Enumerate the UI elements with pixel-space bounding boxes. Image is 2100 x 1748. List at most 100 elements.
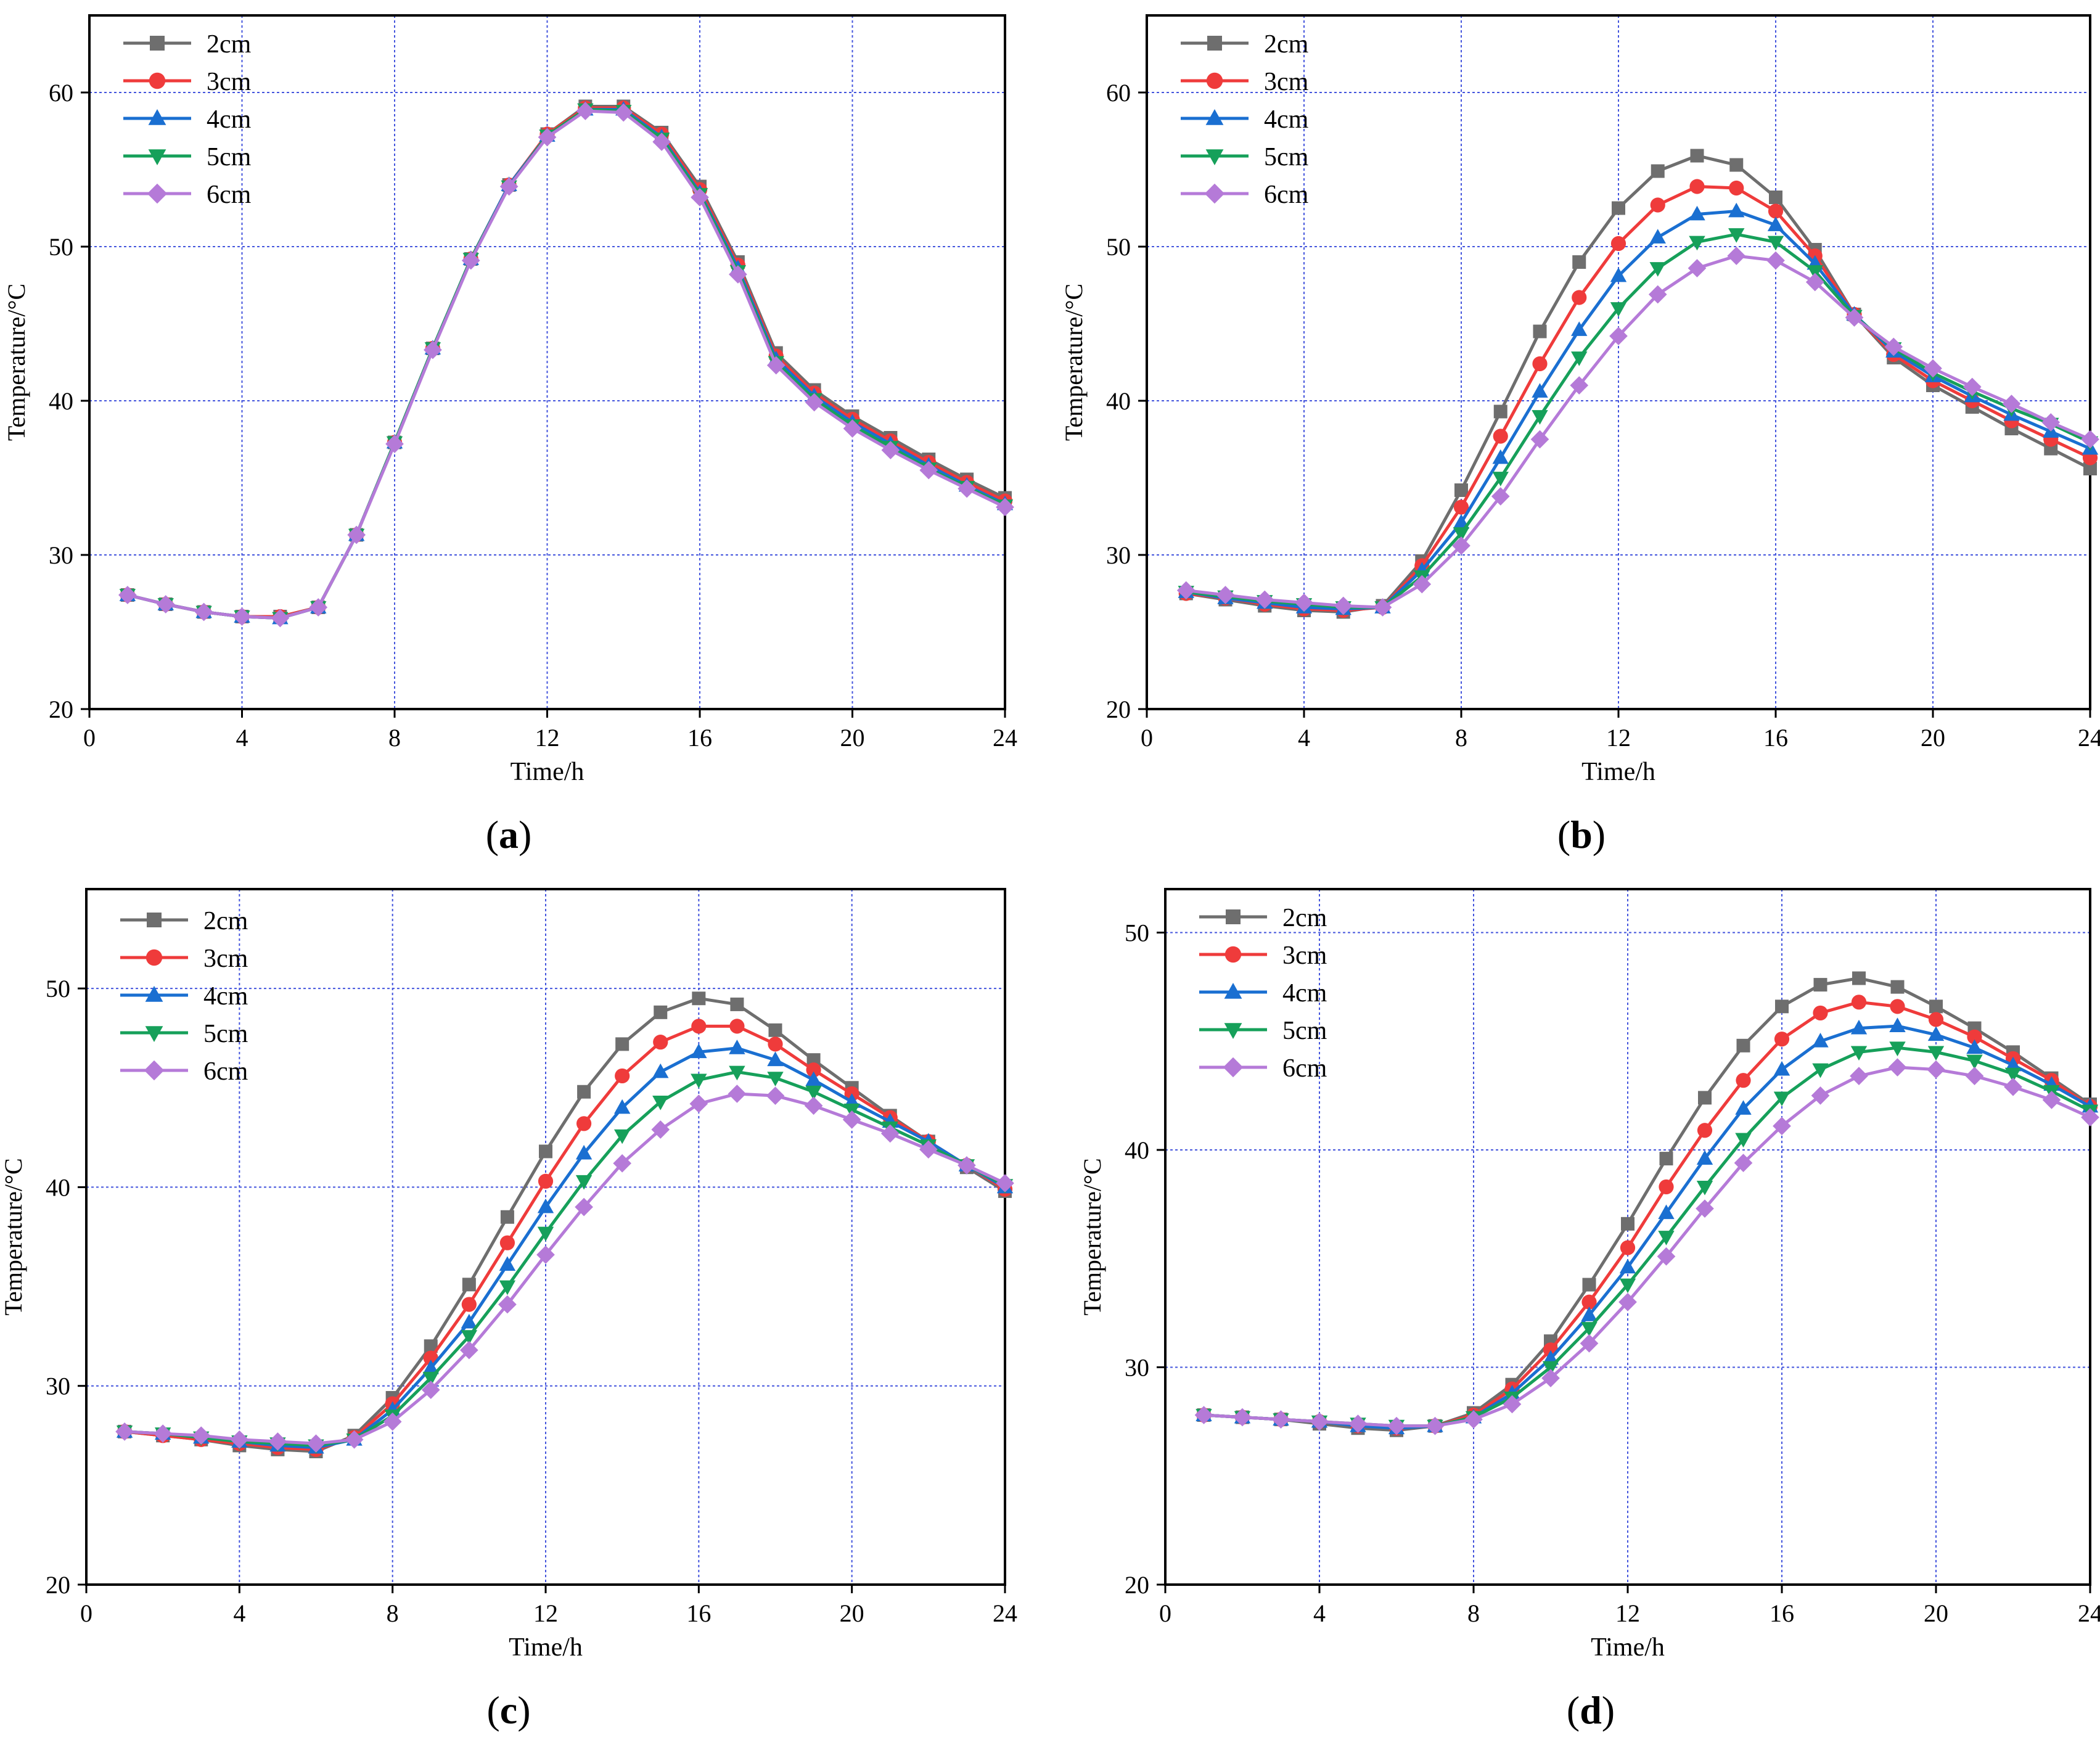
data-point	[499, 1235, 515, 1250]
y-tick-label: 50	[1106, 233, 1131, 261]
data-point	[691, 188, 709, 207]
y-tick-label: 20	[49, 696, 73, 723]
y-axis-label: Temperature/°C	[0, 1158, 27, 1315]
data-point	[1813, 978, 1827, 992]
legend-marker	[145, 986, 163, 1002]
data-point	[691, 1019, 707, 1034]
x-tick-label: 12	[533, 1599, 558, 1627]
data-point	[766, 1086, 785, 1106]
y-tick-label: 20	[46, 1571, 70, 1599]
data-point	[1850, 1019, 1868, 1035]
data-point	[1532, 383, 1548, 398]
x-tick-label: 20	[1924, 1599, 1948, 1627]
data-point	[459, 1340, 478, 1360]
series-line	[127, 106, 1006, 618]
data-point	[1609, 327, 1628, 345]
series-line	[1186, 210, 2091, 610]
y-tick-label: 20	[1106, 696, 1131, 723]
x-tick-label: 16	[686, 1599, 711, 1627]
legend-label: 5cm	[207, 143, 252, 171]
legend-marker	[150, 36, 165, 51]
legend-label: 6cm	[1264, 181, 1309, 209]
data-point	[1812, 1063, 1829, 1078]
legend-marker	[1224, 946, 1242, 963]
data-point	[1387, 1416, 1406, 1435]
data-point	[1612, 201, 1625, 215]
data-point	[1413, 575, 1432, 594]
data-point	[767, 1072, 784, 1086]
data-point	[1570, 376, 1589, 395]
data-point	[1689, 205, 1705, 221]
x-axis-label: Time/h	[1581, 758, 1655, 786]
y-tick-label: 40	[1106, 387, 1131, 415]
data-point	[1503, 1395, 1522, 1414]
data-point	[462, 1278, 476, 1292]
data-point	[1452, 536, 1470, 555]
data-point	[1735, 1133, 1752, 1148]
y-tick-label: 60	[1106, 79, 1131, 107]
data-point	[1619, 1258, 1636, 1274]
legend-label: 3cm	[207, 68, 252, 96]
data-point	[1890, 980, 1905, 994]
data-point	[1689, 236, 1705, 251]
series-3cm	[117, 1019, 1013, 1457]
data-point	[2042, 1091, 2061, 1109]
data-point	[615, 1037, 630, 1051]
legend-label: 2cm	[207, 30, 252, 59]
y-tick-label: 50	[46, 975, 70, 1003]
data-point	[1493, 404, 1507, 419]
data-point	[1233, 1408, 1252, 1427]
data-point	[1728, 202, 1745, 218]
data-point	[1491, 487, 1510, 506]
data-point	[1530, 430, 1549, 449]
data-point	[1966, 1039, 1983, 1054]
series-line	[1204, 1065, 2091, 1428]
data-point	[1773, 1061, 1790, 1076]
y-tick-label: 40	[1125, 1136, 1149, 1164]
data-point	[115, 1422, 134, 1441]
legend-marker	[148, 149, 166, 165]
data-point	[996, 1174, 1014, 1192]
data-point	[1889, 1017, 1906, 1032]
series-6cm	[1176, 247, 2099, 617]
data-point	[1648, 285, 1667, 304]
data-point	[1657, 1247, 1676, 1266]
data-point	[309, 598, 328, 617]
legend: 2cm 3cm 4cm 5cm 6cm	[120, 907, 248, 1086]
chart-panel-c: 0 4 8 12 16 20 24 20 30 40 50 Time/h Temperature/°C 2…	[0, 888, 1017, 1662]
data-point	[730, 997, 744, 1011]
data-point	[881, 441, 900, 459]
data-point	[689, 1094, 708, 1113]
data-point	[1650, 197, 1665, 213]
y-tick-label: 60	[49, 79, 73, 107]
data-point	[1610, 302, 1627, 317]
data-point	[1659, 1179, 1674, 1195]
data-point	[613, 1099, 631, 1114]
data-point	[230, 1430, 249, 1449]
y-tick-label: 30	[46, 1373, 70, 1400]
x-axis-label: Time/h	[511, 758, 584, 786]
y-tick-label: 40	[49, 387, 73, 415]
data-point	[1255, 590, 1274, 609]
x-tick-label: 16	[687, 724, 712, 752]
legend-label: 3cm	[1282, 942, 1327, 970]
series-6cm	[1194, 1058, 2099, 1435]
data-point	[1580, 1334, 1599, 1353]
data-point	[2004, 1067, 2022, 1083]
data-point	[613, 1129, 631, 1144]
data-point	[1658, 1204, 1675, 1220]
data-point	[422, 1371, 439, 1387]
data-point	[2002, 395, 2021, 413]
legend-label: 3cm	[1264, 68, 1309, 96]
x-tick-label: 20	[1921, 724, 1945, 752]
legend-marker	[1205, 149, 1224, 165]
series-2cm	[1197, 971, 2097, 1437]
legend-marker	[1204, 183, 1225, 204]
series-2cm	[118, 991, 1012, 1459]
panel-caption: (d)	[1567, 1688, 1615, 1732]
data-point	[1805, 273, 1824, 292]
data-point	[1271, 1410, 1290, 1429]
data-point	[768, 1036, 783, 1052]
data-point	[2081, 1108, 2099, 1126]
